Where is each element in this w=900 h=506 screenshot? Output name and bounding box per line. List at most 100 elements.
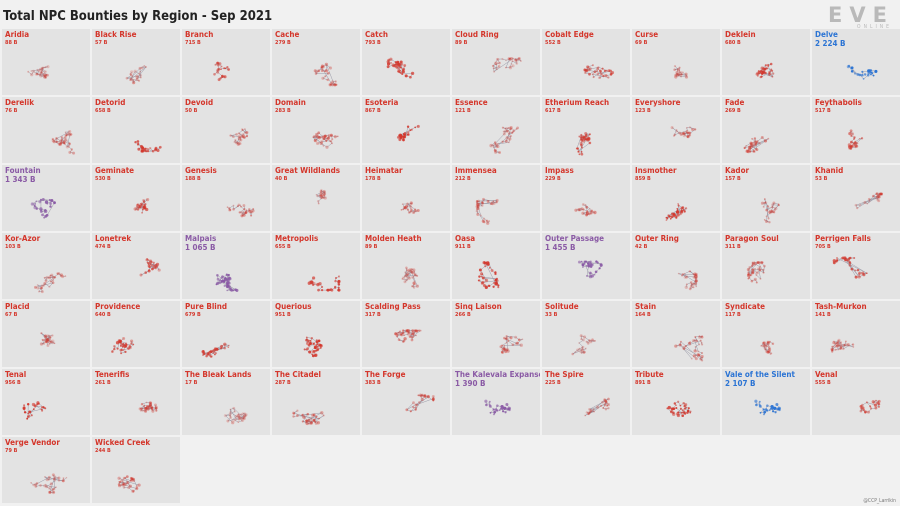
author-credit: @CCP_Larrikin — [863, 498, 896, 504]
jump-link — [588, 402, 603, 415]
system-node — [236, 205, 239, 208]
system-node — [577, 150, 580, 154]
system-node — [772, 72, 775, 75]
system-node — [669, 217, 672, 220]
system-node — [213, 353, 216, 356]
jump-link — [403, 269, 410, 279]
system-node — [673, 68, 676, 71]
system-node — [836, 344, 840, 348]
system-node — [476, 203, 480, 206]
jump-link — [403, 331, 408, 334]
system-node — [144, 409, 148, 413]
system-node — [597, 66, 600, 69]
system-node — [132, 81, 136, 85]
system-node — [745, 145, 747, 147]
system-node — [494, 141, 497, 144]
system-node — [413, 273, 418, 277]
system-node — [766, 340, 770, 344]
system-node — [484, 399, 488, 403]
system-node — [40, 66, 43, 69]
system-node — [764, 201, 767, 204]
jump-link — [682, 273, 697, 276]
region-panel-branch: Branch 715 B — [182, 29, 270, 95]
system-node — [585, 210, 588, 213]
system-node — [679, 343, 682, 346]
system-node — [582, 338, 586, 342]
system-node — [139, 409, 143, 412]
system-node — [49, 338, 52, 340]
system-node — [672, 212, 676, 216]
jump-link — [680, 71, 682, 75]
system-node — [689, 281, 693, 284]
system-node — [877, 195, 880, 198]
region-panel-tenal: Tenal 956 B — [2, 369, 90, 435]
system-node — [244, 131, 247, 135]
system-node — [42, 339, 45, 342]
jump-link — [49, 479, 55, 493]
system-node — [495, 68, 498, 71]
system-node — [64, 275, 67, 277]
system-node — [420, 397, 424, 402]
region-name: Sinq Laison — [455, 302, 502, 311]
system-node — [762, 408, 765, 411]
system-node — [859, 409, 863, 413]
jump-link — [318, 67, 322, 72]
system-node — [476, 205, 479, 208]
region-panel-paragon-soul: Paragon Soul 311 B — [722, 233, 810, 299]
jump-link — [43, 339, 48, 342]
region-panel-the-spire: The Spire 225 B — [542, 369, 630, 435]
system-node — [585, 211, 588, 214]
system-node — [834, 344, 838, 348]
system-node — [35, 73, 39, 76]
jump-link — [686, 282, 692, 285]
jump-link — [578, 339, 584, 344]
system-node — [579, 135, 583, 139]
system-node — [234, 141, 238, 145]
system-node — [493, 149, 497, 153]
system-node — [59, 139, 63, 143]
system-node — [53, 342, 56, 345]
system-node — [749, 273, 753, 277]
system-node — [768, 340, 771, 343]
system-node — [404, 271, 407, 274]
region-name: Genesis — [185, 166, 217, 175]
jump-link — [242, 130, 246, 133]
system-node — [130, 74, 133, 77]
system-node — [582, 351, 586, 354]
system-node — [675, 71, 679, 75]
system-node — [407, 211, 411, 214]
jump-link — [248, 208, 254, 212]
system-node — [142, 199, 145, 202]
system-node — [688, 131, 691, 135]
system-node — [853, 141, 857, 145]
system-node — [694, 275, 698, 279]
jump-link — [120, 481, 128, 484]
system-node — [773, 209, 776, 212]
jump-link — [586, 340, 590, 343]
system-node — [588, 338, 592, 342]
system-node — [317, 339, 321, 343]
system-node — [118, 484, 122, 488]
system-node — [148, 404, 151, 408]
system-node — [588, 207, 591, 210]
jump-link — [251, 210, 254, 213]
bounty-value-label: 121 B — [455, 108, 471, 114]
system-node — [876, 195, 879, 199]
system-node — [243, 207, 246, 211]
region-map-derelik — [51, 130, 76, 155]
system-node — [337, 288, 341, 292]
bounty-value-label: 50 B — [185, 108, 198, 114]
jump-link — [401, 205, 407, 211]
jump-link — [748, 262, 759, 273]
system-node — [54, 479, 57, 482]
jump-link — [36, 70, 40, 74]
jump-link — [753, 142, 756, 145]
system-node — [419, 329, 422, 332]
jump-link — [606, 404, 609, 406]
region-map-vale-of-the-silent — [754, 399, 781, 416]
jump-link — [231, 416, 237, 421]
system-node — [585, 411, 589, 414]
system-node — [868, 200, 871, 203]
system-node — [205, 354, 208, 358]
system-node — [32, 408, 35, 410]
